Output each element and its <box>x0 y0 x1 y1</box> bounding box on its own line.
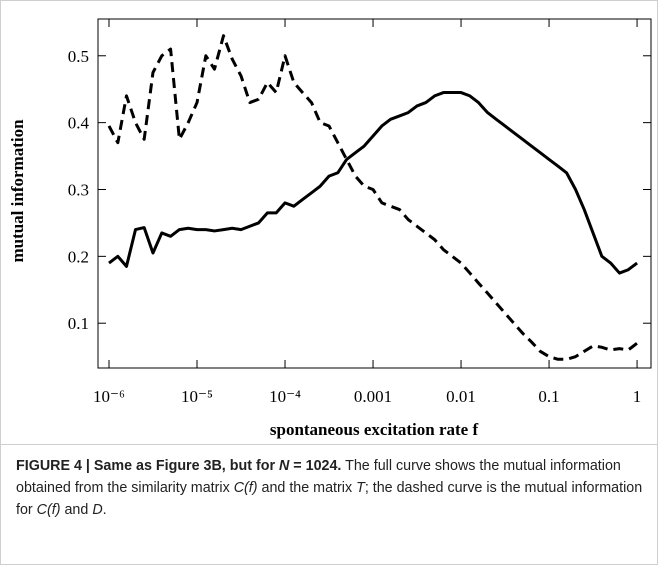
y-axis-title: mutual information <box>8 119 27 263</box>
plot-frame <box>97 18 652 369</box>
caption-text: . <box>102 502 107 518</box>
chart: spontaneous excitation rate f mutual inf… <box>8 18 652 439</box>
caption-text: N <box>279 458 290 474</box>
x-tick-label: 0.001 <box>354 387 392 406</box>
caption-text: FIGURE 4 | Same as Figure 3B, but for <box>16 458 279 474</box>
caption-text: T <box>356 480 365 496</box>
y-tick-label: 0.4 <box>68 114 90 133</box>
caption-text: C(f) <box>233 480 258 496</box>
y-tick-label: 0.3 <box>68 180 89 199</box>
x-tick-label: 0.1 <box>538 387 559 406</box>
caption-text: = 1024. <box>289 458 342 474</box>
x-axis-title: spontaneous excitation rate f <box>270 420 479 439</box>
dashed-line <box>107 34 638 361</box>
caption-text: and the matrix <box>257 480 357 496</box>
x-tick-label: 10⁻⁶ <box>93 387 125 406</box>
solid-line <box>108 91 638 275</box>
y-tick-label: 0.1 <box>68 314 89 333</box>
x-tick-label: 10⁻⁵ <box>181 387 213 406</box>
caption: FIGURE 4 | Same as Figure 3B, but for N … <box>1 444 657 564</box>
caption-text: C(f) <box>36 502 61 518</box>
x-tick-label: 1 <box>633 387 642 406</box>
y-tick-label: 0.5 <box>68 47 89 66</box>
caption-text: The full curve shows the mutual informat… <box>16 458 621 496</box>
x-tick-label: 0.01 <box>446 387 476 406</box>
y-tick-label: 0.2 <box>68 247 89 266</box>
x-tick-label: 10⁻⁴ <box>269 387 301 406</box>
caption-text: ; the dashed curve is the mutual informa… <box>16 480 643 518</box>
caption-text: D <box>92 502 103 518</box>
caption-text: and <box>60 502 93 518</box>
